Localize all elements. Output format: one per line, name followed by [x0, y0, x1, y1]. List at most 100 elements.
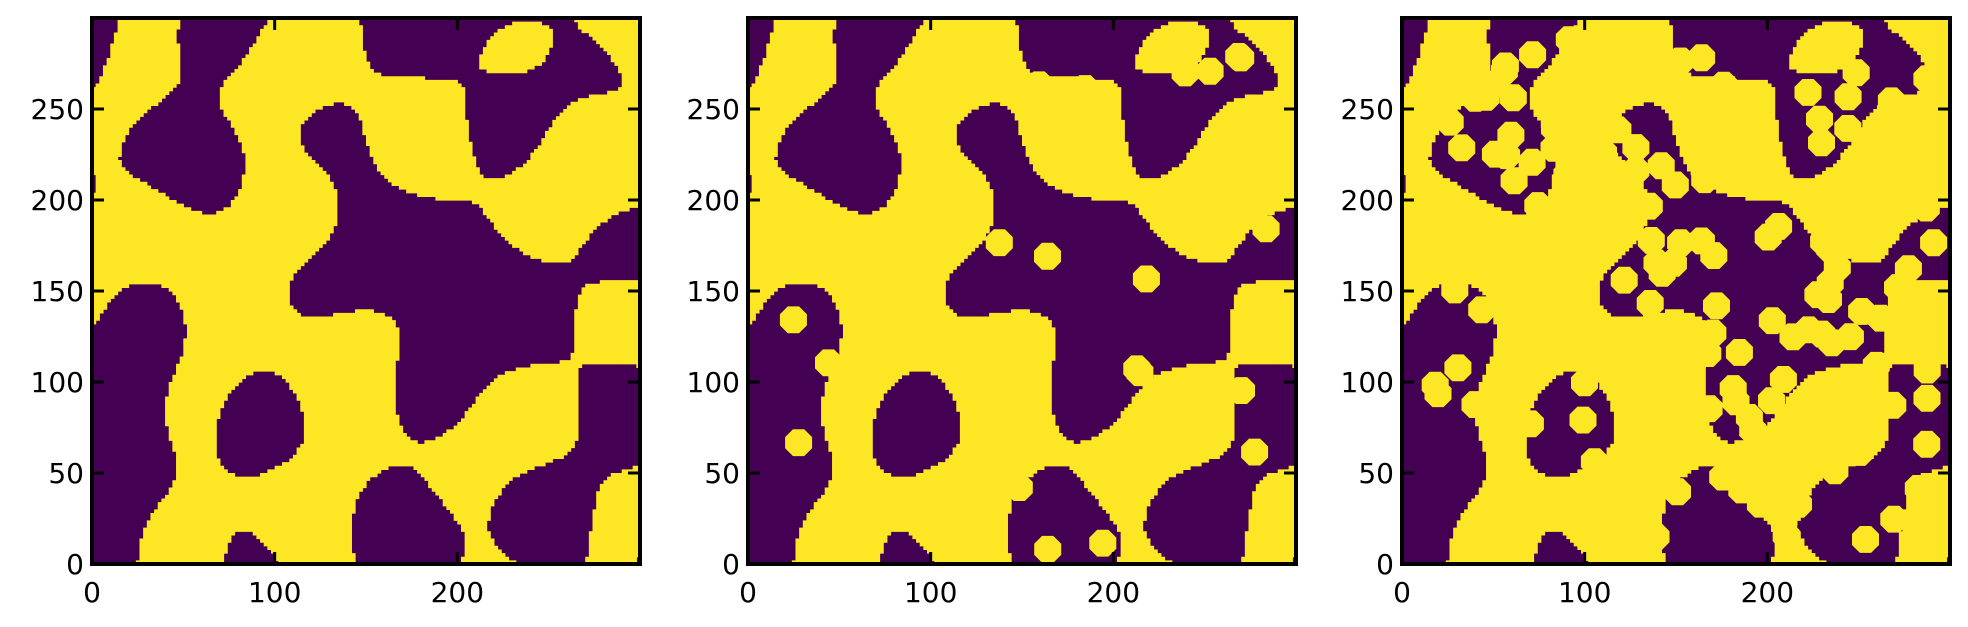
- inclusion-particle: [1921, 477, 1948, 504]
- inclusion-particle: [1913, 431, 1940, 458]
- inclusion-particle: [1747, 491, 1774, 518]
- x-tick-label: 0: [739, 576, 757, 609]
- heatmap-panel-2: 0 100 200050100150200250: [687, 18, 1297, 609]
- inclusion-particle: [1919, 90, 1946, 117]
- inclusion-particle: [1699, 320, 1726, 347]
- inclusion-particle: [986, 229, 1013, 256]
- inclusion-particle: [1420, 234, 1447, 261]
- inclusion-particle: [1806, 106, 1833, 133]
- inclusion-particle: [780, 306, 807, 333]
- inclusion-particle: [1868, 198, 1895, 225]
- inclusion-particle: [1846, 439, 1873, 466]
- inclusion-particle: [1722, 158, 1749, 185]
- y-tick-label: 150: [1341, 275, 1394, 308]
- y-tick-label: 100: [31, 366, 84, 399]
- inclusion-particle: [1852, 526, 1879, 553]
- y-tick-label: 50: [704, 457, 740, 490]
- inclusion-particle: [1843, 59, 1870, 86]
- inclusion-particle: [1081, 452, 1108, 479]
- inclusion-particle: [1006, 474, 1033, 501]
- x-tick-label: 100: [1558, 576, 1611, 609]
- y-tick-label: 150: [31, 275, 84, 308]
- inclusion-particle: [1622, 157, 1649, 184]
- inclusion-particle: [1571, 369, 1598, 396]
- inclusion-particle: [1641, 56, 1668, 83]
- inclusion-particle: [1720, 375, 1747, 402]
- y-tick-label: 100: [1341, 366, 1394, 399]
- inclusion-particle: [1785, 491, 1812, 518]
- inclusion-particle: [1818, 329, 1845, 356]
- inclusion-particle: [1913, 195, 1940, 222]
- inclusion-particle: [960, 502, 987, 529]
- inclusion-particle: [1880, 506, 1907, 533]
- inclusion-particle: [1509, 503, 1536, 530]
- inclusion-particle: [1495, 291, 1522, 318]
- inclusion-particle: [1422, 372, 1449, 399]
- y-tick-label: 100: [687, 366, 740, 399]
- inclusion-particle: [1227, 45, 1254, 72]
- inclusion-particle: [1457, 46, 1484, 73]
- y-tick-label: 250: [687, 93, 740, 126]
- y-tick-label: 250: [1341, 93, 1394, 126]
- inclusion-particle: [1072, 75, 1099, 102]
- x-tick-label: 200: [1087, 576, 1140, 609]
- inclusion-particle: [1622, 134, 1649, 161]
- inclusion-particle: [1662, 172, 1689, 199]
- inclusion-particle: [1658, 380, 1685, 407]
- inclusion-particle: [1694, 113, 1721, 140]
- inclusion-particle: [1468, 296, 1495, 323]
- y-tick-label: 0: [1376, 548, 1394, 581]
- inclusion-particle: [782, 238, 809, 265]
- inclusion-particle: [1541, 115, 1568, 142]
- inclusion-particle: [1664, 478, 1691, 505]
- inclusion-particle: [893, 212, 920, 239]
- inclusion-particle: [1441, 277, 1468, 304]
- inclusion-particle: [1047, 112, 1074, 139]
- inclusion-particle: [1493, 142, 1520, 169]
- inclusion-particle: [1506, 470, 1533, 497]
- inclusion-particle: [1123, 355, 1150, 382]
- inclusion-particle: [1703, 292, 1730, 319]
- inclusion-particle: [1565, 156, 1592, 183]
- inclusion-particle: [1462, 391, 1489, 418]
- y-tick-label: 50: [48, 457, 84, 490]
- inclusion-particle: [1448, 134, 1475, 161]
- y-tick-label: 150: [687, 275, 740, 308]
- inclusion-particle: [1172, 60, 1199, 87]
- inclusion-particle: [1611, 267, 1638, 294]
- inclusion-particle: [1034, 243, 1061, 270]
- heatmap-panel-3: 0 100 200 0 50 100 150 200 250: [1341, 18, 1951, 609]
- inclusion-particle: [1524, 192, 1551, 219]
- inclusion-particle: [1570, 407, 1597, 434]
- inclusion-particle: [1878, 87, 1905, 114]
- inclusion-particle: [1636, 193, 1663, 220]
- inclusion-particle: [1517, 410, 1544, 437]
- inclusion-particle: [874, 325, 901, 352]
- inclusion-particle: [1770, 366, 1797, 393]
- inclusion-particle: [1808, 129, 1835, 156]
- inclusion-particle: [1879, 392, 1906, 419]
- inclusion-particle: [1726, 339, 1753, 366]
- inclusion-particle: [1913, 65, 1940, 92]
- inclusion-particle: [1710, 72, 1737, 99]
- inclusion-particle: [1667, 229, 1694, 256]
- inclusion-particle: [1598, 43, 1625, 70]
- inclusion-particle: [1026, 71, 1053, 98]
- inclusion-particle: [1590, 139, 1617, 166]
- x-tick-label: 200: [431, 576, 484, 609]
- inclusion-particle: [1755, 224, 1782, 251]
- inclusion-particle: [1914, 357, 1941, 384]
- x-tick-label: 200: [1741, 576, 1794, 609]
- y-tick-label: 250: [31, 93, 84, 126]
- inclusion-particle: [1133, 266, 1160, 293]
- inclusion-particle: [1666, 48, 1693, 75]
- inclusion-particle: [1821, 457, 1848, 484]
- inclusion-particle: [1834, 115, 1861, 142]
- y-tick-label: 200: [1341, 184, 1394, 217]
- inclusion-particle: [815, 349, 842, 376]
- heatmap-image: [1402, 18, 1951, 565]
- inclusion-particle: [1241, 439, 1268, 466]
- x-tick-label: 0: [1393, 576, 1411, 609]
- inclusion-particle: [1914, 385, 1941, 412]
- inclusion-particle: [1530, 239, 1557, 266]
